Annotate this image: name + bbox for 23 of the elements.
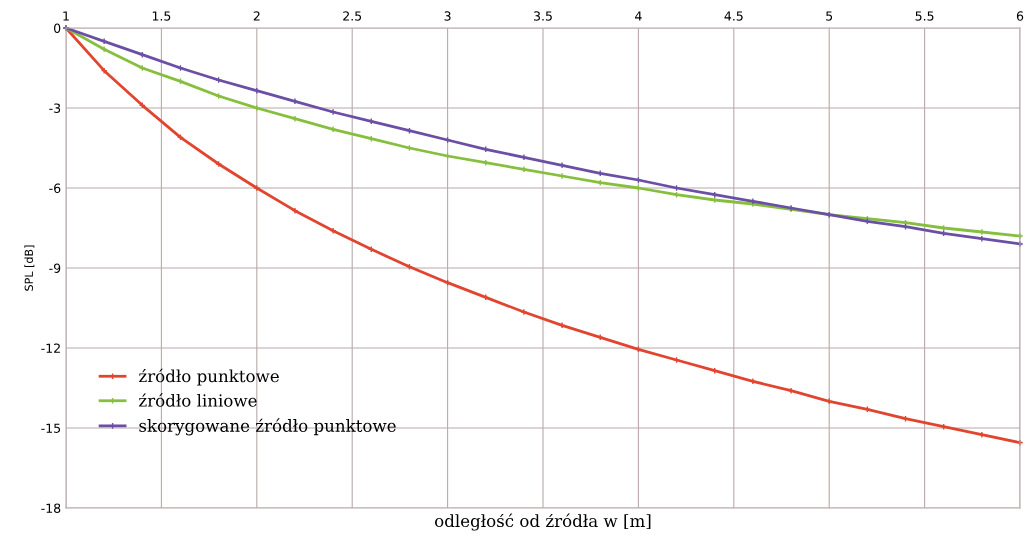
y-tick-label: -15 xyxy=(41,423,61,433)
y-tick-label: -18 xyxy=(41,503,61,513)
x-tick-label: 1 xyxy=(63,11,69,21)
legend-label: źródło liniowe xyxy=(139,393,257,407)
x-tick-label: 2.5 xyxy=(343,11,362,21)
y-tick-label: 0 xyxy=(54,23,61,33)
y-tick-label: -12 xyxy=(41,343,60,353)
legend-label: skorygowane źródło punktowe xyxy=(139,418,396,436)
x-tick-label: 6 xyxy=(1016,11,1024,21)
x-tick-label: 3 xyxy=(444,11,451,21)
x-tick-label: 2 xyxy=(253,11,260,21)
x-tick-label: 1.5 xyxy=(152,11,171,21)
y-axis-title: SPL [dB] xyxy=(24,245,35,291)
x-axis-title: odległość od źródła w [m] xyxy=(435,513,651,531)
y-tick-label: -3 xyxy=(49,103,61,113)
y-tick-label: -9 xyxy=(49,263,61,273)
x-tick-label: 4 xyxy=(635,11,642,21)
y-tick-label: -6 xyxy=(49,183,61,193)
x-tick-label: 5 xyxy=(826,11,833,21)
x-tick-label: 3.5 xyxy=(534,11,552,21)
x-tick-label: 5.5 xyxy=(915,11,934,21)
x-tick-label: 4.5 xyxy=(724,11,743,21)
legend-label: źródło punktowe xyxy=(139,368,279,386)
